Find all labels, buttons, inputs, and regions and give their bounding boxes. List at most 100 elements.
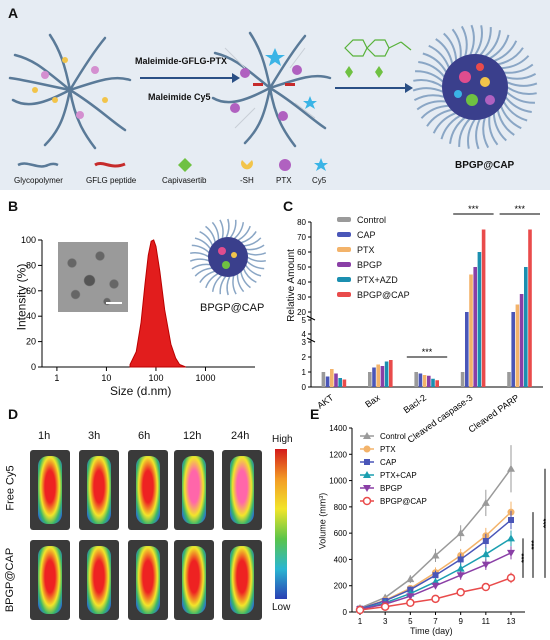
data-point [456, 572, 465, 580]
polymer-chain [506, 86, 537, 95]
polymer-chain [194, 237, 212, 250]
size-distribution-chart: 0 20 40 60 80 100 1 10 100 1000 [21, 235, 255, 383]
x-tick-label: 5 [408, 617, 413, 626]
polymer-chain [245, 244, 265, 251]
polymer-chain [499, 105, 522, 130]
particle-label: BPGP@CAP [200, 302, 265, 314]
polymer-chain [243, 237, 262, 247]
y-tick-label: 20 [26, 337, 36, 347]
time-label: 1h [38, 430, 51, 442]
cy5-legend-icon [314, 158, 328, 171]
bar [368, 372, 372, 387]
bar [325, 376, 330, 387]
data-point [364, 459, 370, 465]
capivasertib-legend-icon [178, 158, 192, 172]
polymer-chain [237, 225, 251, 242]
data-point [432, 572, 439, 579]
data-point [507, 534, 515, 542]
data-point [456, 529, 465, 537]
polymer-chain [503, 63, 534, 74]
capivasertib-structure-icon [344, 39, 412, 57]
y-tick-label: 200 [334, 582, 348, 591]
polymer-chain [440, 114, 461, 140]
data-point [406, 575, 415, 583]
bar [528, 229, 532, 387]
polymer-chain [474, 25, 483, 56]
bar [511, 312, 515, 387]
data-point [362, 496, 372, 506]
gfl-peptide-legend-icon [94, 162, 126, 168]
bar [431, 378, 435, 387]
polymer-chain [504, 96, 532, 113]
polymer-chain [489, 34, 510, 60]
y-tick-label: 1 [302, 368, 307, 377]
panel-a: A Maleimide-GFLG-PTX Maleimide Cy5 [0, 0, 550, 190]
x-tick-label: 1 [54, 373, 59, 383]
polymer-chain [432, 111, 457, 134]
sig-label: *** [422, 347, 433, 357]
legend-item: PTX [337, 242, 410, 257]
bar [384, 361, 389, 387]
panel-d: D 1h 3h 6h 12h 24h Free Cy5 BPGP@CAP Hig… [0, 404, 300, 640]
y-tick-label: 0 [302, 383, 307, 392]
polymer-chain [482, 117, 490, 149]
data-point [363, 445, 371, 453]
y-tick-label: 40 [26, 311, 36, 321]
data-point [406, 593, 415, 601]
polymer-chain [412, 87, 444, 93]
polymer-chain [246, 252, 267, 256]
y-tick-label: 800 [334, 503, 348, 512]
polymer-chain [435, 38, 454, 65]
polymer-chain [413, 94, 445, 102]
legend-cy5: Cy5 [312, 176, 327, 185]
y-tick-label: 3 [302, 338, 307, 347]
y-tick-label: 1000 [329, 477, 347, 486]
legend-ptx: PTX [276, 176, 292, 185]
bar [481, 229, 486, 387]
polymer-chain [458, 117, 471, 148]
polymer-chain [233, 222, 245, 240]
legend-item: Control [337, 212, 410, 227]
x-tick-label: 10 [101, 373, 111, 383]
panel-d-label: D [8, 406, 19, 422]
scale-bar [106, 302, 122, 304]
polymer-chain [240, 231, 257, 244]
data-point [363, 485, 371, 492]
fluorescence-image [30, 540, 70, 620]
polymer-chain [505, 91, 536, 104]
fluorescence-image [79, 450, 119, 530]
bar [477, 252, 482, 387]
legend-label: BPGP@CAP [380, 497, 427, 506]
legend-item: PTX+AZD [337, 272, 410, 287]
data-point [363, 432, 371, 439]
legend-sh: -SH [240, 176, 254, 185]
polymer-chain [443, 32, 458, 62]
polymer-chain [422, 52, 448, 73]
conjugated-polymer-icon [211, 31, 332, 148]
polymer-chain [505, 72, 537, 80]
particle-icon [189, 218, 267, 296]
polymer-chain [246, 260, 265, 270]
row-label: Free Cy5 [4, 465, 17, 511]
panel-a-label: A [8, 5, 19, 21]
axis-break [306, 337, 316, 343]
y-tick-label: 4 [302, 330, 307, 339]
y-tick-label: 1200 [329, 450, 347, 459]
legend-label: BPGP [380, 484, 402, 493]
data-point [456, 564, 465, 572]
polymer-chain [449, 116, 466, 144]
sig-label: *** [530, 540, 539, 549]
polymer-chain [416, 100, 447, 111]
bar [372, 367, 376, 387]
thiol-legend-icon [241, 160, 253, 170]
polymer-chain [232, 274, 237, 295]
polymer-chain [418, 61, 446, 78]
bar [414, 372, 418, 387]
polymer-chain [225, 218, 230, 239]
bar [330, 369, 334, 387]
data-point [355, 605, 365, 615]
polymer-chain [191, 263, 211, 270]
bar [422, 375, 427, 387]
time-label: 3h [88, 430, 101, 442]
